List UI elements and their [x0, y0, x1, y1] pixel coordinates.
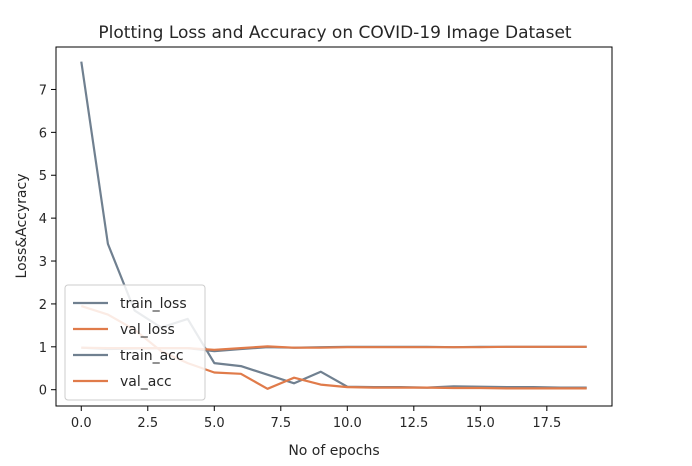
- legend-label-train-acc: train_acc: [120, 348, 184, 364]
- x-axis-label: No of epochs: [288, 443, 379, 459]
- x-tick-label: 5.0: [204, 416, 225, 431]
- x-tick-label: 17.5: [532, 416, 561, 431]
- x-tick-label: 15.0: [466, 416, 495, 431]
- y-tick-label: 5: [39, 169, 47, 184]
- x-tick-label: 10.0: [333, 416, 362, 431]
- chart-title: Plotting Loss and Accuracy on COVID-19 I…: [98, 23, 571, 43]
- y-tick-label: 3: [39, 255, 47, 270]
- x-tick-label: 7.5: [270, 416, 291, 431]
- legend-label-val-acc: val_acc: [120, 374, 172, 390]
- legend-label-val-loss: val_loss: [120, 322, 175, 338]
- y-tick-label: 0: [39, 384, 47, 399]
- y-tick-label: 4: [39, 212, 47, 227]
- y-tick-label: 6: [39, 126, 47, 141]
- y-axis-ticks: 0 1 2 3 4 5 6 7: [39, 83, 56, 399]
- x-tick-label: 0.0: [71, 416, 92, 431]
- legend-label-train-loss: train_loss: [120, 296, 187, 312]
- y-tick-label: 2: [39, 298, 47, 313]
- legend-box: [64, 284, 206, 401]
- legend: train_loss val_loss train_acc val_acc: [64, 284, 206, 401]
- y-axis-label: Loss&Accyracy: [14, 174, 30, 279]
- x-axis-ticks: 0.0 2.5 5.0 7.5 10.0 12.5 15.0 17.5: [71, 406, 561, 431]
- x-tick-label: 2.5: [137, 416, 158, 431]
- x-tick-label: 12.5: [399, 416, 428, 431]
- y-tick-label: 7: [39, 83, 47, 98]
- y-tick-label: 1: [39, 341, 47, 356]
